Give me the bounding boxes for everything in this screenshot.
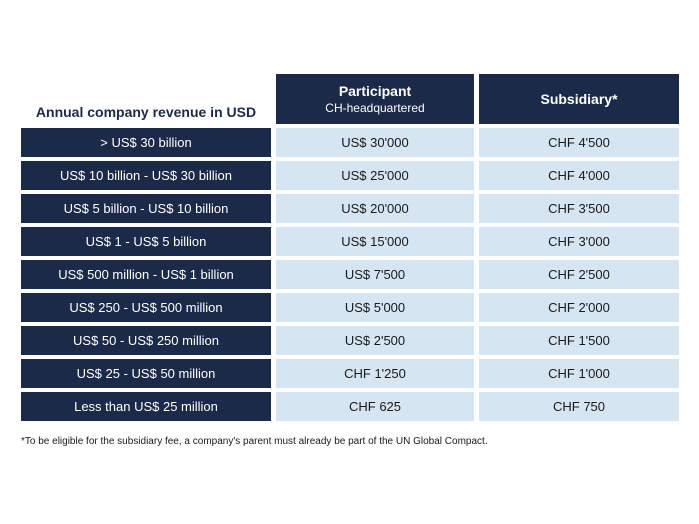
table-row: US$ 5 billion - US$ 10 billion US$ 20'00… xyxy=(21,194,679,223)
fee-table: Annual company revenue in USD Participan… xyxy=(21,74,679,425)
participant-column-header: Participant CH-headquartered xyxy=(276,74,474,124)
subsidiary-fee-cell: CHF 2'000 xyxy=(479,293,679,322)
revenue-cell: Less than US$ 25 million xyxy=(21,392,271,421)
participant-fee-cell: CHF 1'250 xyxy=(276,359,474,388)
participant-fee-cell: US$ 2'500 xyxy=(276,326,474,355)
subsidiary-fee-cell: CHF 1'500 xyxy=(479,326,679,355)
table-row: > US$ 30 billion US$ 30'000 CHF 4'500 xyxy=(21,128,679,157)
table-row: US$ 10 billion - US$ 30 billion US$ 25'0… xyxy=(21,161,679,190)
participant-fee-cell: US$ 20'000 xyxy=(276,194,474,223)
revenue-cell: US$ 50 - US$ 250 million xyxy=(21,326,271,355)
subsidiary-fee-cell: CHF 3'000 xyxy=(479,227,679,256)
subsidiary-fee-cell: CHF 2'500 xyxy=(479,260,679,289)
revenue-cell: US$ 1 - US$ 5 billion xyxy=(21,227,271,256)
revenue-cell: US$ 5 billion - US$ 10 billion xyxy=(21,194,271,223)
participant-fee-cell: US$ 7'500 xyxy=(276,260,474,289)
table-row: Less than US$ 25 million CHF 625 CHF 750 xyxy=(21,392,679,421)
participant-fee-cell: CHF 625 xyxy=(276,392,474,421)
table-row: US$ 250 - US$ 500 million US$ 5'000 CHF … xyxy=(21,293,679,322)
subsidiary-fee-cell: CHF 4'500 xyxy=(479,128,679,157)
table-row: US$ 25 - US$ 50 million CHF 1'250 CHF 1'… xyxy=(21,359,679,388)
subsidiary-title: Subsidiary* xyxy=(540,90,618,107)
participant-fee-cell: US$ 30'000 xyxy=(276,128,474,157)
revenue-cell: US$ 500 million - US$ 1 billion xyxy=(21,260,271,289)
participant-fee-cell: US$ 25'000 xyxy=(276,161,474,190)
revenue-cell: > US$ 30 billion xyxy=(21,128,271,157)
participant-fee-cell: US$ 15'000 xyxy=(276,227,474,256)
table-row: US$ 500 million - US$ 1 billion US$ 7'50… xyxy=(21,260,679,289)
subsidiary-fee-cell: CHF 750 xyxy=(479,392,679,421)
subsidiary-column-header: Subsidiary* xyxy=(479,74,679,124)
table-row: US$ 1 - US$ 5 billion US$ 15'000 CHF 3'0… xyxy=(21,227,679,256)
table-header: Annual company revenue in USD Participan… xyxy=(21,74,679,124)
revenue-cell: US$ 250 - US$ 500 million xyxy=(21,293,271,322)
revenue-cell: US$ 25 - US$ 50 million xyxy=(21,359,271,388)
subsidiary-fee-cell: CHF 4'000 xyxy=(479,161,679,190)
participant-title: Participant xyxy=(338,82,412,99)
revenue-column-header: Annual company revenue in USD xyxy=(35,104,257,120)
footnote: *To be eligible for the subsidiary fee, … xyxy=(21,436,488,447)
participant-fee-cell: US$ 5'000 xyxy=(276,293,474,322)
subsidiary-fee-cell: CHF 3'500 xyxy=(479,194,679,223)
revenue-cell: US$ 10 billion - US$ 30 billion xyxy=(21,161,271,190)
subsidiary-fee-cell: CHF 1'000 xyxy=(479,359,679,388)
table-row: US$ 50 - US$ 250 million US$ 2'500 CHF 1… xyxy=(21,326,679,355)
participant-subtitle: CH-headquartered xyxy=(325,100,425,115)
